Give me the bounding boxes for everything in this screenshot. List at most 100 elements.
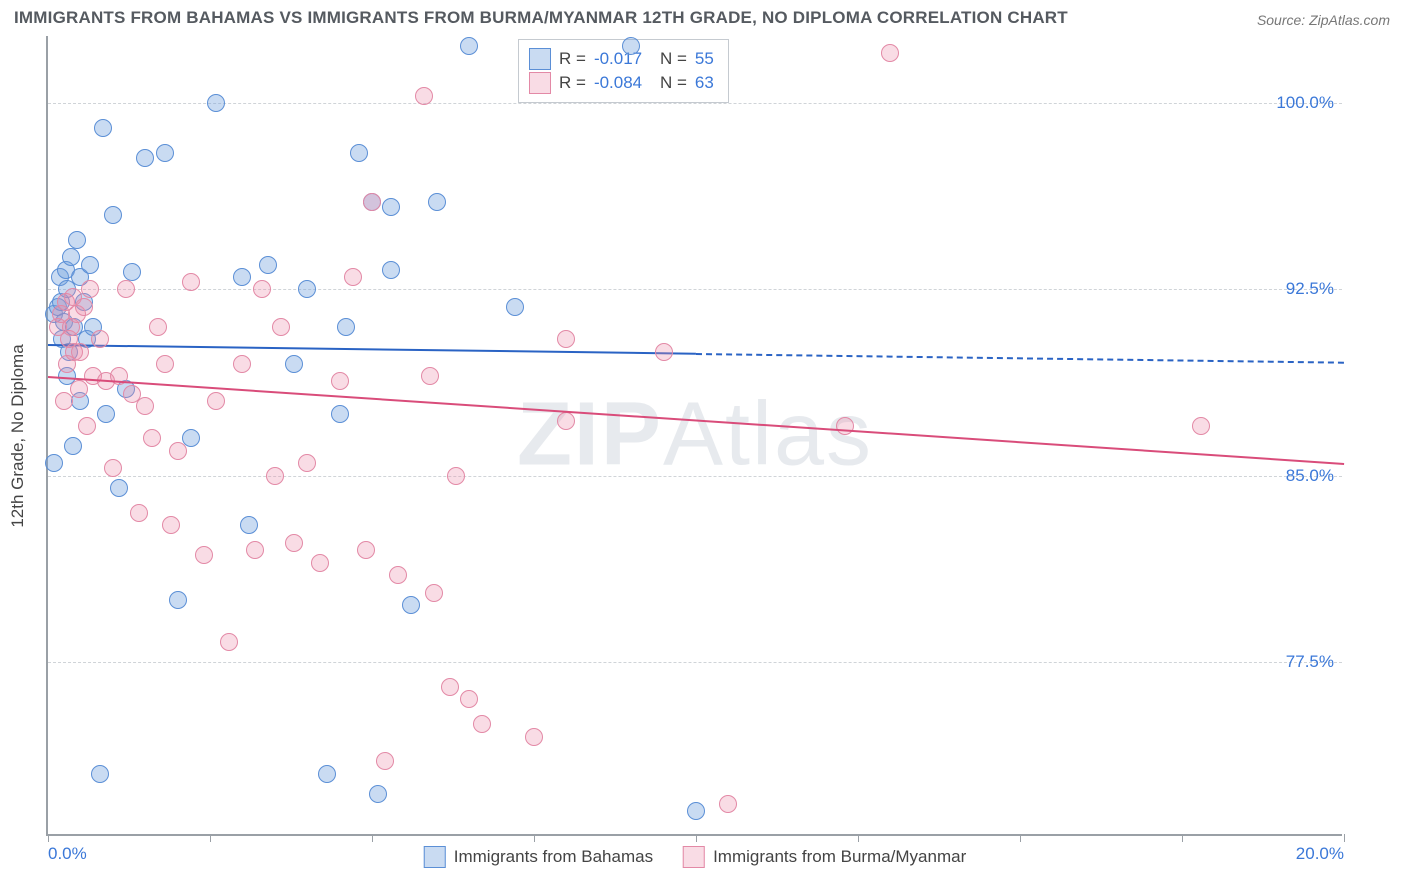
- data-point-bahamas: [97, 405, 115, 423]
- x-tick: [210, 834, 211, 842]
- legend-r-label: R =: [559, 73, 586, 93]
- data-point-burma: [220, 633, 238, 651]
- x-tick: [858, 834, 859, 842]
- data-point-burma: [441, 678, 459, 696]
- data-point-bahamas: [156, 144, 174, 162]
- data-point-bahamas: [506, 298, 524, 316]
- x-tick: [1182, 834, 1183, 842]
- data-point-burma: [557, 330, 575, 348]
- x-tick: [534, 834, 535, 842]
- data-point-burma: [425, 584, 443, 602]
- data-point-bahamas: [110, 479, 128, 497]
- data-point-bahamas: [207, 94, 225, 112]
- data-point-bahamas: [233, 268, 251, 286]
- data-point-burma: [298, 454, 316, 472]
- data-point-burma: [881, 44, 899, 62]
- gridline: [48, 289, 1342, 290]
- gridline: [48, 476, 1342, 477]
- data-point-burma: [447, 467, 465, 485]
- legend-swatch: [683, 846, 705, 868]
- legend-n-label: N =: [660, 49, 687, 69]
- data-point-burma: [104, 459, 122, 477]
- data-point-burma: [272, 318, 290, 336]
- data-point-bahamas: [318, 765, 336, 783]
- data-point-burma: [117, 280, 135, 298]
- trendline-burma: [48, 376, 1344, 465]
- data-point-burma: [81, 280, 99, 298]
- data-point-burma: [389, 566, 407, 584]
- data-point-bahamas: [45, 454, 63, 472]
- data-point-burma: [1192, 417, 1210, 435]
- data-point-burma: [195, 546, 213, 564]
- data-point-burma: [207, 392, 225, 410]
- data-point-burma: [136, 397, 154, 415]
- data-point-burma: [75, 298, 93, 316]
- y-tick-label: 92.5%: [1286, 279, 1334, 299]
- data-point-bahamas: [94, 119, 112, 137]
- data-point-burma: [233, 355, 251, 373]
- data-point-bahamas: [285, 355, 303, 373]
- legend-r-label: R =: [559, 49, 586, 69]
- data-point-bahamas: [687, 802, 705, 820]
- series-legend-label: Immigrants from Burma/Myanmar: [713, 847, 966, 867]
- series-legend-item: Immigrants from Burma/Myanmar: [683, 846, 966, 868]
- data-point-burma: [836, 417, 854, 435]
- data-point-burma: [557, 412, 575, 430]
- trendline-bahamas: [48, 344, 696, 355]
- data-point-burma: [331, 372, 349, 390]
- x-tick: [1020, 834, 1021, 842]
- data-point-bahamas: [622, 37, 640, 55]
- chart-source: Source: ZipAtlas.com: [1257, 12, 1390, 28]
- stats-legend-row: R = -0.017 N = 55: [529, 48, 714, 70]
- data-point-bahamas: [240, 516, 258, 534]
- data-point-burma: [71, 343, 89, 361]
- y-tick-label: 100.0%: [1276, 93, 1334, 113]
- data-point-burma: [473, 715, 491, 733]
- data-point-bahamas: [382, 261, 400, 279]
- data-point-bahamas: [64, 437, 82, 455]
- data-point-burma: [421, 367, 439, 385]
- x-tick: [1344, 834, 1345, 842]
- data-point-bahamas: [350, 144, 368, 162]
- data-point-bahamas: [123, 263, 141, 281]
- legend-swatch: [424, 846, 446, 868]
- data-point-bahamas: [382, 198, 400, 216]
- data-point-burma: [130, 504, 148, 522]
- legend-swatch: [529, 48, 551, 70]
- data-point-bahamas: [62, 248, 80, 266]
- stats-legend-row: R =-0.084N =63: [529, 72, 714, 94]
- data-point-bahamas: [136, 149, 154, 167]
- data-point-burma: [357, 541, 375, 559]
- data-point-burma: [55, 392, 73, 410]
- data-point-burma: [525, 728, 543, 746]
- data-point-bahamas: [460, 37, 478, 55]
- x-tick-label: 0.0%: [48, 844, 87, 864]
- data-point-bahamas: [91, 765, 109, 783]
- x-tick-label: 20.0%: [1296, 844, 1344, 864]
- data-point-burma: [70, 380, 88, 398]
- data-point-burma: [91, 330, 109, 348]
- legend-n-value: 55: [695, 49, 714, 69]
- data-point-burma: [344, 268, 362, 286]
- data-point-burma: [719, 795, 737, 813]
- y-tick-label: 77.5%: [1286, 652, 1334, 672]
- data-point-burma: [311, 554, 329, 572]
- plot-area: ZIPAtlas R =-0.017N =55R =-0.084N =63 Im…: [46, 36, 1342, 836]
- data-point-burma: [78, 417, 96, 435]
- series-legend-label: Immigrants from Bahamas: [454, 847, 653, 867]
- data-point-burma: [162, 516, 180, 534]
- legend-n-label: N =: [660, 73, 687, 93]
- legend-r-value: -0.017: [594, 49, 652, 69]
- data-point-bahamas: [68, 231, 86, 249]
- data-point-bahamas: [402, 596, 420, 614]
- gridline: [48, 662, 1342, 663]
- chart-title: IMMIGRANTS FROM BAHAMAS VS IMMIGRANTS FR…: [14, 8, 1068, 28]
- data-point-burma: [655, 343, 673, 361]
- watermark: ZIPAtlas: [517, 384, 873, 487]
- y-tick-label: 85.0%: [1286, 466, 1334, 486]
- data-point-bahamas: [81, 256, 99, 274]
- data-point-burma: [363, 193, 381, 211]
- data-point-bahamas: [169, 591, 187, 609]
- trendline-bahamas-dashed: [696, 353, 1344, 364]
- legend-swatch: [529, 72, 551, 94]
